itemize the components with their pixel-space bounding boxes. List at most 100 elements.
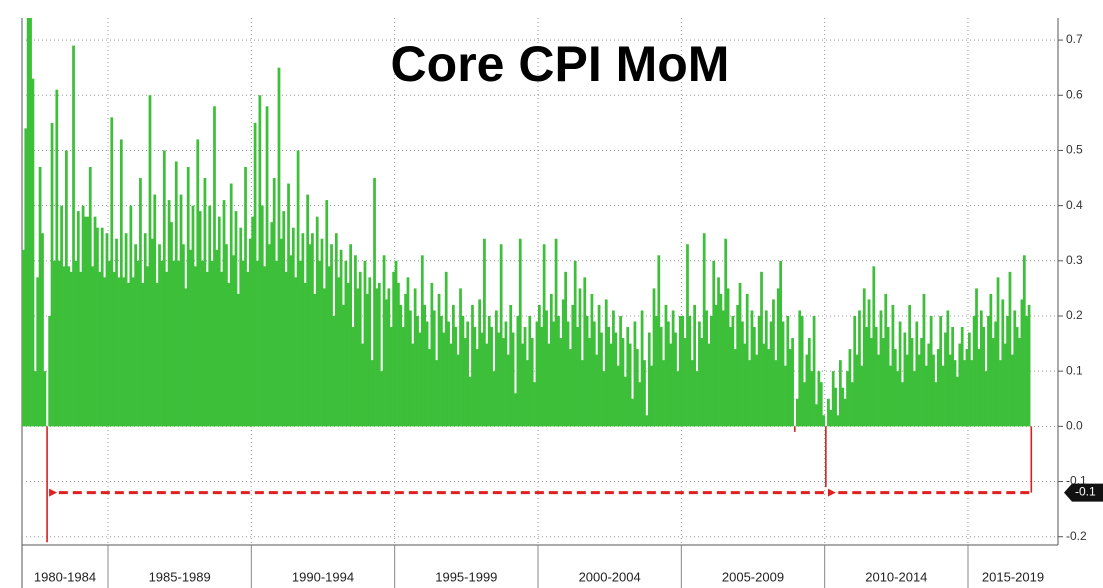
bar [282, 211, 286, 427]
bar [246, 271, 250, 427]
bar [896, 371, 900, 427]
bar [234, 211, 238, 427]
bar [784, 365, 787, 427]
bar [79, 271, 83, 427]
y-tick-label: 0.0 [1066, 419, 1083, 433]
bar [186, 166, 190, 427]
bar [1025, 315, 1029, 427]
bar [526, 360, 529, 427]
bar [172, 260, 176, 427]
bar [705, 310, 708, 427]
bar [523, 327, 527, 427]
bar [322, 288, 326, 427]
bar [270, 222, 274, 427]
bar [674, 332, 677, 427]
bar [225, 244, 228, 427]
bar [129, 205, 133, 427]
bar [1008, 271, 1012, 427]
bar [411, 343, 415, 427]
bar [929, 315, 933, 427]
bar [165, 271, 169, 427]
bar [229, 183, 233, 427]
bar [22, 249, 25, 427]
bar [647, 332, 651, 427]
bar [325, 200, 329, 427]
bar [535, 321, 539, 427]
bar [862, 288, 866, 427]
bar [867, 299, 871, 427]
bar [877, 354, 880, 427]
bar [772, 299, 775, 427]
bar [263, 266, 267, 427]
bar [105, 233, 109, 427]
bar [829, 409, 833, 427]
bar [843, 398, 847, 427]
bar [774, 360, 778, 427]
bar [509, 304, 513, 427]
bar [48, 315, 52, 427]
bar [184, 288, 188, 427]
bar [712, 260, 716, 427]
bar [473, 327, 477, 427]
bar [377, 282, 381, 427]
bar [437, 293, 441, 427]
bar [239, 227, 243, 427]
bar [721, 310, 725, 427]
bar [332, 315, 336, 427]
bar [461, 315, 465, 427]
bar [645, 415, 649, 427]
bar [174, 161, 178, 427]
bar [382, 255, 386, 427]
bar [289, 255, 293, 427]
bar [265, 106, 269, 427]
bar [731, 315, 735, 427]
bar [953, 360, 957, 427]
bar [956, 376, 959, 427]
bar [590, 293, 594, 427]
bar [760, 271, 763, 427]
bar [638, 382, 642, 427]
bar [110, 117, 114, 427]
bar [886, 327, 890, 427]
bar [657, 255, 661, 427]
bar [339, 249, 343, 427]
bar [817, 371, 821, 427]
bar [442, 332, 446, 427]
bar [160, 260, 164, 427]
bar [471, 304, 474, 427]
bar [557, 315, 560, 427]
bar [733, 349, 737, 427]
bar [158, 244, 161, 427]
bar [898, 321, 902, 427]
bar [76, 211, 80, 427]
x-category-label: 2015-2019 [982, 569, 1044, 584]
bar [709, 315, 713, 427]
bar [210, 260, 214, 427]
bar [807, 338, 811, 427]
bar [750, 310, 754, 427]
bar [865, 327, 869, 427]
bar [965, 349, 969, 427]
bar [514, 393, 517, 427]
bar [745, 293, 749, 427]
bar [155, 282, 159, 427]
bar [268, 244, 271, 427]
bar [93, 216, 97, 427]
bar [717, 277, 720, 427]
bar [810, 371, 814, 427]
bar [143, 233, 147, 427]
bar [714, 304, 718, 427]
bar [743, 343, 747, 427]
bar [86, 216, 90, 427]
bar [26, 18, 30, 427]
bar [540, 327, 544, 427]
bar [370, 360, 374, 427]
bar [612, 310, 615, 427]
bar [244, 166, 247, 427]
bar [963, 360, 966, 427]
bar [695, 371, 699, 427]
bar [561, 299, 565, 427]
bar [103, 277, 106, 427]
bar [528, 315, 532, 427]
x-category-label: 1980-1984 [34, 569, 96, 584]
